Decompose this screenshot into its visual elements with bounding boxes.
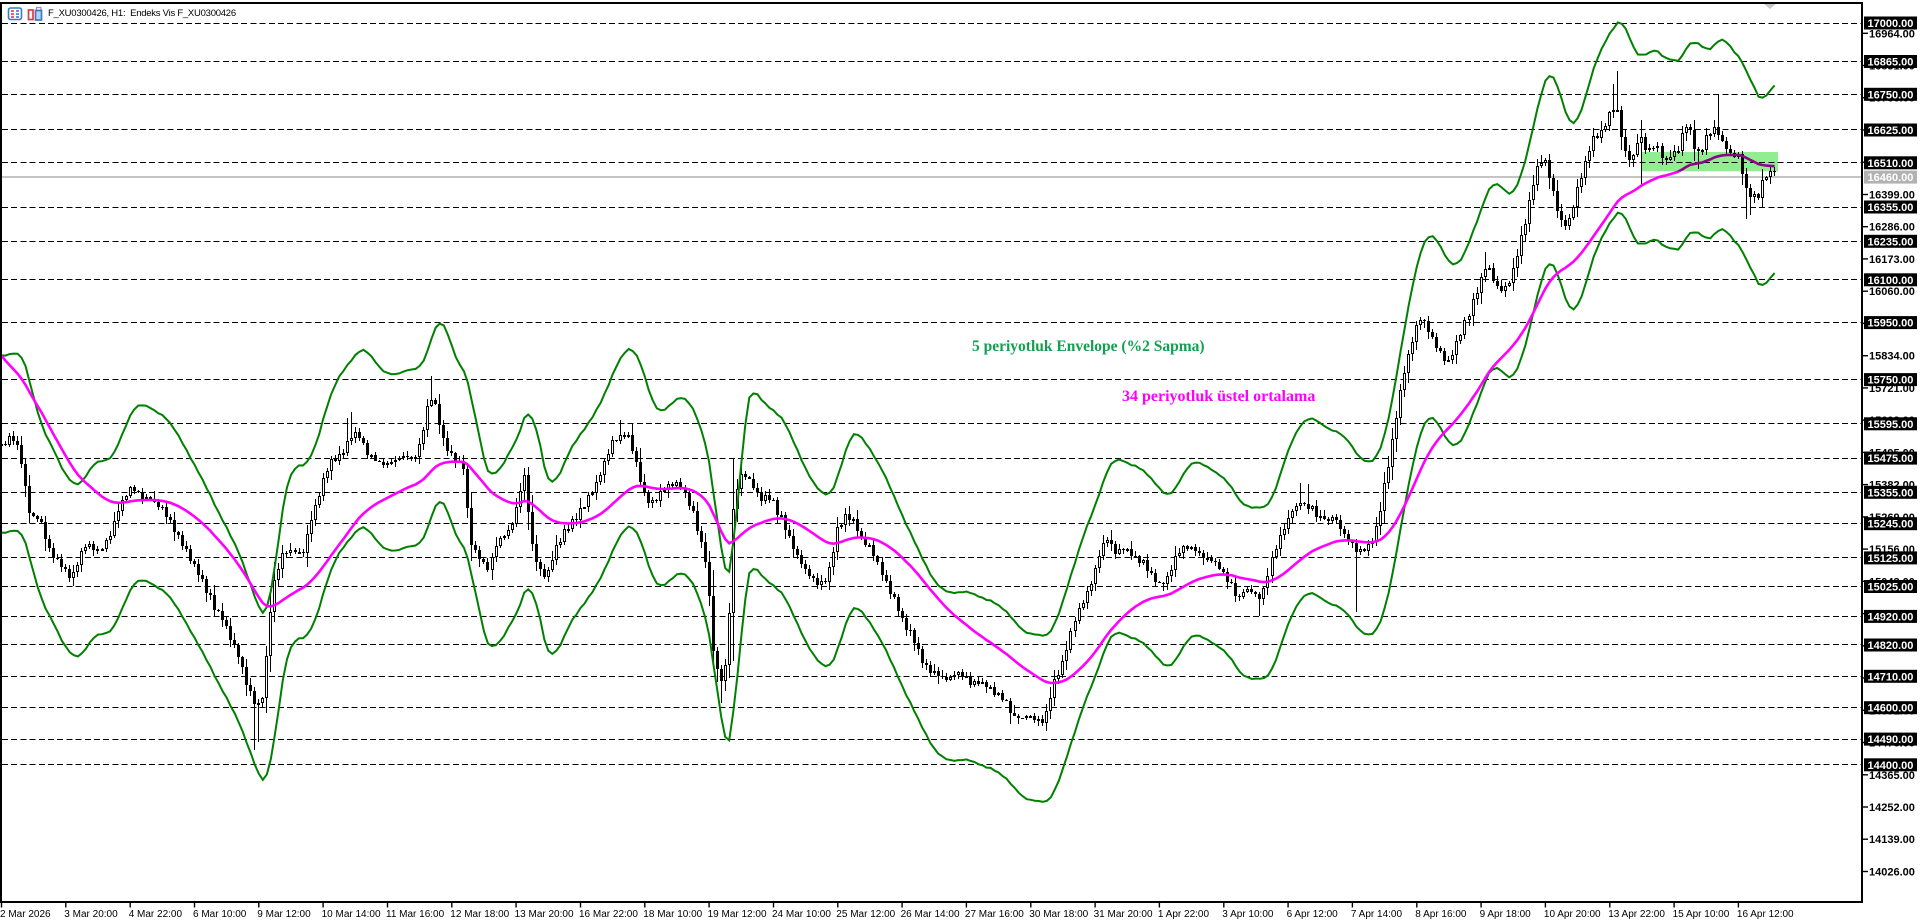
svg-text:24 Mar 10:00: 24 Mar 10:00 (772, 909, 831, 920)
svg-text:15750.00: 15750.00 (1868, 375, 1914, 387)
svg-text:27 Mar 16:00: 27 Mar 16:00 (965, 909, 1024, 920)
svg-text:16 Mar 22:00: 16 Mar 22:00 (579, 909, 638, 920)
svg-text:5 periyotluk Envelope (%2 Sapm: 5 periyotluk Envelope (%2 Sapma) (972, 338, 1205, 355)
svg-text:14710.00: 14710.00 (1868, 671, 1914, 683)
svg-text:14400.00: 14400.00 (1868, 760, 1914, 772)
svg-text:7 Apr 14:00: 7 Apr 14:00 (1351, 909, 1403, 920)
svg-text:16173.00: 16173.00 (1869, 254, 1915, 266)
svg-text:16399.00: 16399.00 (1869, 190, 1915, 202)
svg-text:16750.00: 16750.00 (1868, 89, 1914, 101)
svg-text:26 Mar 14:00: 26 Mar 14:00 (901, 909, 960, 920)
svg-text:15950.00: 15950.00 (1868, 318, 1914, 330)
svg-text:4 Mar 22:00: 4 Mar 22:00 (129, 909, 183, 920)
svg-text:16865.00: 16865.00 (1868, 57, 1914, 69)
svg-text:3 Mar 20:00: 3 Mar 20:00 (64, 909, 118, 920)
svg-text:15475.00: 15475.00 (1868, 453, 1914, 465)
svg-text:14920.00: 14920.00 (1868, 611, 1914, 623)
svg-text:9 Apr 18:00: 9 Apr 18:00 (1480, 909, 1532, 920)
svg-text:16100.00: 16100.00 (1868, 275, 1914, 287)
svg-text:13 Apr 22:00: 13 Apr 22:00 (1608, 909, 1665, 920)
svg-text:14252.00: 14252.00 (1869, 802, 1915, 814)
svg-text:25 Mar 12:00: 25 Mar 12:00 (836, 909, 895, 920)
svg-text:31 Mar 20:00: 31 Mar 20:00 (1094, 909, 1153, 920)
svg-text:14600.00: 14600.00 (1868, 703, 1914, 715)
svg-text:13 Mar 20:00: 13 Mar 20:00 (515, 909, 574, 920)
svg-text:6 Mar 10:00: 6 Mar 10:00 (193, 909, 247, 920)
svg-text:14820.00: 14820.00 (1868, 640, 1914, 652)
svg-text:16 Apr 12:00: 16 Apr 12:00 (1737, 909, 1794, 920)
svg-text:16355.00: 16355.00 (1868, 202, 1914, 214)
svg-text:10 Mar 14:00: 10 Mar 14:00 (322, 909, 381, 920)
svg-text:6 Apr 12:00: 6 Apr 12:00 (1287, 909, 1339, 920)
svg-text:16625.00: 16625.00 (1868, 125, 1914, 137)
svg-text:14026.00: 14026.00 (1869, 867, 1915, 879)
svg-text:30 Mar 18:00: 30 Mar 18:00 (1029, 909, 1088, 920)
svg-text:16460.00: 16460.00 (1868, 172, 1914, 184)
svg-text:F_XU0300426, H1: Endeks Vis F: F_XU0300426, H1: Endeks Vis F_XU0300426 (48, 8, 236, 19)
svg-text:15834.00: 15834.00 (1869, 351, 1915, 363)
svg-text:9 Mar 12:00: 9 Mar 12:00 (257, 909, 311, 920)
svg-text:16286.00: 16286.00 (1869, 222, 1915, 234)
svg-text:19 Mar 12:00: 19 Mar 12:00 (708, 909, 767, 920)
svg-text:16060.00: 16060.00 (1869, 286, 1915, 298)
svg-text:17000.00: 17000.00 (1868, 18, 1914, 30)
svg-text:14490.00: 14490.00 (1868, 734, 1914, 746)
svg-text:16235.00: 16235.00 (1868, 236, 1914, 248)
svg-text:18 Mar 10:00: 18 Mar 10:00 (643, 909, 702, 920)
svg-text:11 Mar 16:00: 11 Mar 16:00 (386, 909, 445, 920)
svg-text:15025.00: 15025.00 (1868, 582, 1914, 594)
svg-text:10 Apr 20:00: 10 Apr 20:00 (1544, 909, 1601, 920)
svg-text:3 Apr 10:00: 3 Apr 10:00 (1222, 909, 1274, 920)
svg-text:2 Mar 2026: 2 Mar 2026 (0, 909, 51, 920)
svg-text:15595.00: 15595.00 (1868, 419, 1914, 431)
svg-text:15355.00: 15355.00 (1868, 487, 1914, 499)
svg-text:12 Mar 18:00: 12 Mar 18:00 (450, 909, 509, 920)
svg-text:15 Apr 10:00: 15 Apr 10:00 (1673, 909, 1730, 920)
svg-text:14365.00: 14365.00 (1869, 770, 1915, 782)
svg-text:34 periyotluk üstel ortalama: 34 periyotluk üstel ortalama (1122, 388, 1315, 405)
svg-text:14139.00: 14139.00 (1869, 834, 1915, 846)
svg-text:15245.00: 15245.00 (1868, 519, 1914, 531)
svg-text:16510.00: 16510.00 (1868, 158, 1914, 170)
svg-text:16964.00: 16964.00 (1869, 28, 1915, 40)
svg-text:1 Apr 22:00: 1 Apr 22:00 (1158, 909, 1210, 920)
svg-text:15125.00: 15125.00 (1868, 553, 1914, 565)
svg-text:8 Apr 16:00: 8 Apr 16:00 (1415, 909, 1467, 920)
